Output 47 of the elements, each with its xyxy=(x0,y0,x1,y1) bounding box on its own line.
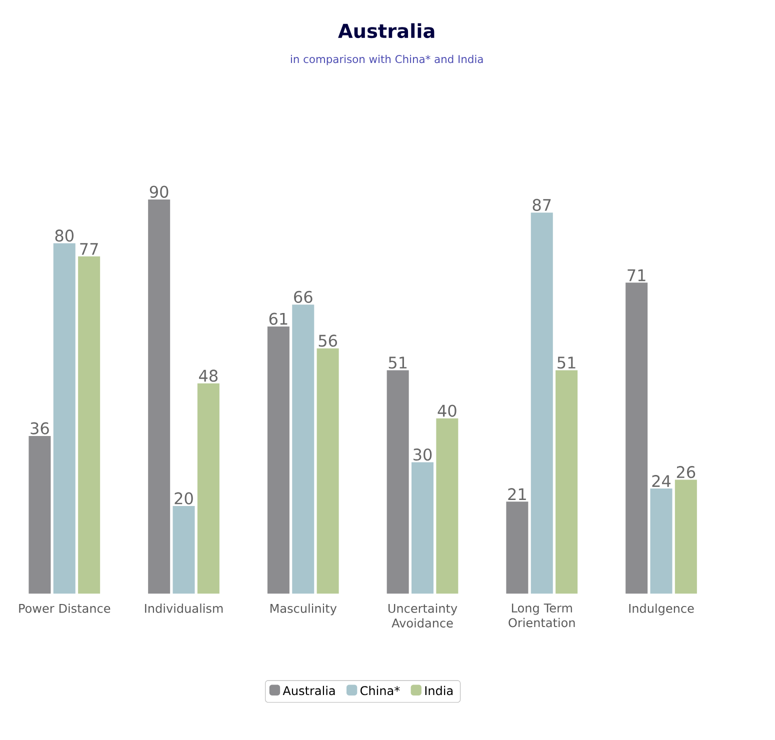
chart-title: Australia xyxy=(338,23,434,38)
bar xyxy=(267,326,290,594)
data-label: 51 xyxy=(558,356,576,369)
bar xyxy=(386,370,409,594)
bar xyxy=(412,462,434,594)
data-label: 20 xyxy=(174,492,193,504)
data-label: 40 xyxy=(438,404,456,417)
bar xyxy=(506,501,528,594)
bar xyxy=(53,243,76,594)
bar xyxy=(292,304,314,594)
bar xyxy=(78,256,100,594)
bar xyxy=(650,488,672,594)
data-label: 77 xyxy=(80,242,98,255)
data-label: 51 xyxy=(388,356,407,369)
bar xyxy=(197,383,220,594)
legend-label: China* xyxy=(360,686,400,696)
bar xyxy=(674,480,697,594)
x-tick-label: Power Distance xyxy=(19,603,110,613)
legend-label: India xyxy=(425,686,453,696)
data-label: 56 xyxy=(318,334,337,347)
x-tick-label: Indulgence xyxy=(629,603,694,616)
bar xyxy=(626,282,648,594)
data-label: 61 xyxy=(269,312,288,325)
bar xyxy=(436,418,458,594)
data-label: 30 xyxy=(414,448,432,460)
x-tick-label: Long Term Orientation xyxy=(508,603,575,628)
chart-subtitle: in comparison with China* and India xyxy=(290,54,483,66)
x-tick-label: Individualism xyxy=(145,603,223,613)
data-label: 48 xyxy=(199,370,218,382)
data-label: 80 xyxy=(55,229,74,242)
data-label: 71 xyxy=(628,269,646,281)
data-label: 26 xyxy=(676,466,696,478)
bar xyxy=(148,199,170,594)
bar xyxy=(530,212,553,594)
bar xyxy=(316,348,339,594)
data-label: 24 xyxy=(652,474,671,487)
bar xyxy=(556,370,578,594)
data-label: 87 xyxy=(532,198,551,211)
bar xyxy=(28,436,51,594)
bar xyxy=(172,506,195,594)
legend-label: Australia xyxy=(282,686,335,696)
data-label: 36 xyxy=(30,422,49,434)
data-label: 66 xyxy=(294,290,312,303)
x-tick-label: Uncertainty Avoidance xyxy=(388,603,458,628)
data-label: 21 xyxy=(508,488,526,500)
x-tick-label: Masculinity xyxy=(270,603,337,616)
data-label: 90 xyxy=(150,186,168,198)
